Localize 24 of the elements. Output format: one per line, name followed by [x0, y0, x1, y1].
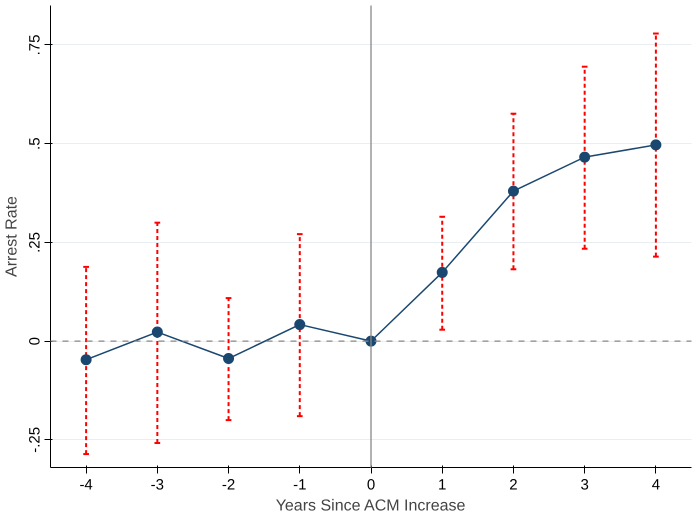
x-tick-label: 1	[438, 476, 446, 494]
x-tick-label: 4	[652, 476, 660, 494]
y-tick-label: .25	[26, 232, 44, 253]
x-tick-label: -1	[293, 476, 306, 494]
point	[294, 319, 306, 330]
point	[579, 152, 590, 163]
y-tick-label: 0	[26, 336, 44, 346]
y-tick-label: .75	[26, 34, 44, 56]
y-tick-label: -.25	[26, 426, 44, 453]
x-tick-label: 2	[509, 476, 518, 494]
y-tick-label: .5	[26, 137, 44, 150]
x-axis-title: Years Since ACM Increase	[276, 498, 466, 514]
point	[80, 354, 92, 366]
x-tick-label: -2	[222, 476, 236, 494]
point	[152, 326, 163, 338]
x-tick-label: -4	[79, 476, 93, 494]
x-tick-label: -3	[150, 476, 164, 494]
x-tick-label: 0	[366, 476, 376, 494]
point	[650, 139, 662, 150]
point	[436, 266, 448, 278]
point	[508, 186, 519, 197]
y-axis-title: Arrest Rate	[4, 196, 20, 277]
x-tick-label: 3	[580, 476, 589, 494]
point	[223, 353, 234, 364]
